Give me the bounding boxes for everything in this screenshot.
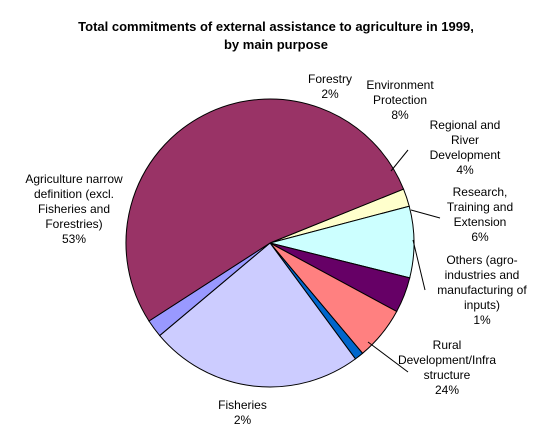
leader-line xyxy=(367,341,409,373)
slice-value-label: 2% xyxy=(233,413,252,427)
slice-label: Forestry 2% xyxy=(300,72,360,102)
slice-name-label: structure xyxy=(423,368,471,382)
slice-value-label: 1% xyxy=(473,313,491,327)
slice-value-label: 8% xyxy=(391,108,409,122)
slice-name-label: Forestries) xyxy=(45,217,103,231)
slice-name-label: manufacturing of xyxy=(437,283,527,297)
slice-name-label: Fisheries and xyxy=(37,202,111,216)
slice-name-label: definition (excl. xyxy=(33,187,115,201)
slice-value-label: 4% xyxy=(456,163,474,177)
slice-name-label: Regional and xyxy=(429,118,501,132)
slice-value-label: 53% xyxy=(61,232,87,246)
pie-slice xyxy=(125,98,405,322)
leader-line xyxy=(410,209,441,219)
leader-line xyxy=(412,239,426,291)
slice-name-label: industries and xyxy=(444,268,520,282)
slice-name-label: Rural xyxy=(432,338,462,352)
pie-slice xyxy=(158,242,357,388)
slice-name-label: Training and xyxy=(446,200,514,214)
slice-label: Research, Training and Extension 6% xyxy=(432,185,528,245)
slice-name-label: Others (agro- xyxy=(446,253,518,267)
slice-value-label: 6% xyxy=(471,230,489,244)
slice-label: Environment Protection 8% xyxy=(352,78,448,123)
slice-name-label: Environment xyxy=(366,78,434,92)
slice-value-label: 24% xyxy=(434,383,460,397)
slice-label: Others (agro-industries and manufacturing… xyxy=(422,253,542,328)
chart-title: Total commitments of external assistance… xyxy=(0,18,552,54)
slice-name-label: Development/Infra xyxy=(397,353,497,367)
slice-value-label: 2% xyxy=(321,87,339,101)
slice-name-label: River xyxy=(450,133,479,147)
slice-name-label: Fisheries xyxy=(218,398,267,412)
slice-label: Agriculture narrow definition (excl. Fishe… xyxy=(14,172,134,247)
slice-label: Regional and River Development 4% xyxy=(410,118,520,178)
leader-line xyxy=(390,149,409,172)
slice-name-label: Forestry xyxy=(307,72,352,86)
slice-name-label: Protection xyxy=(372,93,428,107)
slice-name-label: inputs) xyxy=(463,298,501,312)
chart-title-line: by main purpose xyxy=(223,37,329,52)
chart-title-line: Total commitments of external assistance… xyxy=(78,19,474,34)
slice-name-label: Extension xyxy=(453,215,507,229)
slice-name-label: Development xyxy=(429,148,501,162)
slice-name-label: Research, xyxy=(452,185,508,199)
slice-name-label: Agriculture narrow xyxy=(25,172,123,186)
slice-label: Rural Development/Infra structure 24% xyxy=(392,338,502,398)
